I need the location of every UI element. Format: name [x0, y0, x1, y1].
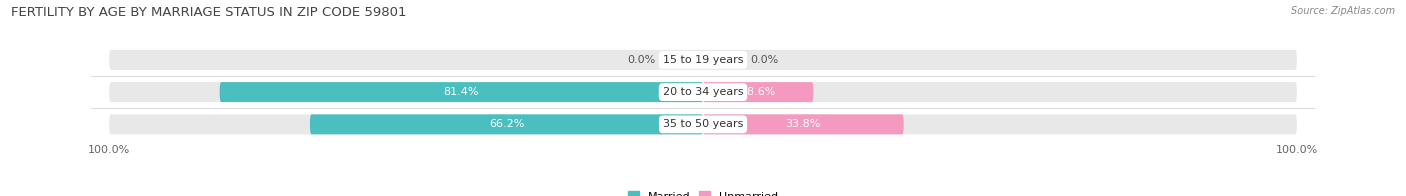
Text: 66.2%: 66.2% — [489, 119, 524, 129]
FancyBboxPatch shape — [309, 114, 703, 134]
Text: Source: ZipAtlas.com: Source: ZipAtlas.com — [1291, 6, 1395, 16]
FancyBboxPatch shape — [703, 114, 904, 134]
Text: 0.0%: 0.0% — [751, 55, 779, 65]
Text: 20 to 34 years: 20 to 34 years — [662, 87, 744, 97]
FancyBboxPatch shape — [110, 114, 1296, 134]
FancyBboxPatch shape — [219, 82, 703, 102]
FancyBboxPatch shape — [703, 82, 814, 102]
Text: FERTILITY BY AGE BY MARRIAGE STATUS IN ZIP CODE 59801: FERTILITY BY AGE BY MARRIAGE STATUS IN Z… — [11, 6, 406, 19]
Text: 0.0%: 0.0% — [627, 55, 655, 65]
FancyBboxPatch shape — [110, 82, 1296, 102]
Text: 18.6%: 18.6% — [741, 87, 776, 97]
Legend: Married, Unmarried: Married, Unmarried — [623, 187, 783, 196]
FancyBboxPatch shape — [110, 50, 1296, 70]
Text: 35 to 50 years: 35 to 50 years — [662, 119, 744, 129]
Text: 15 to 19 years: 15 to 19 years — [662, 55, 744, 65]
Text: 33.8%: 33.8% — [786, 119, 821, 129]
Text: 81.4%: 81.4% — [443, 87, 479, 97]
